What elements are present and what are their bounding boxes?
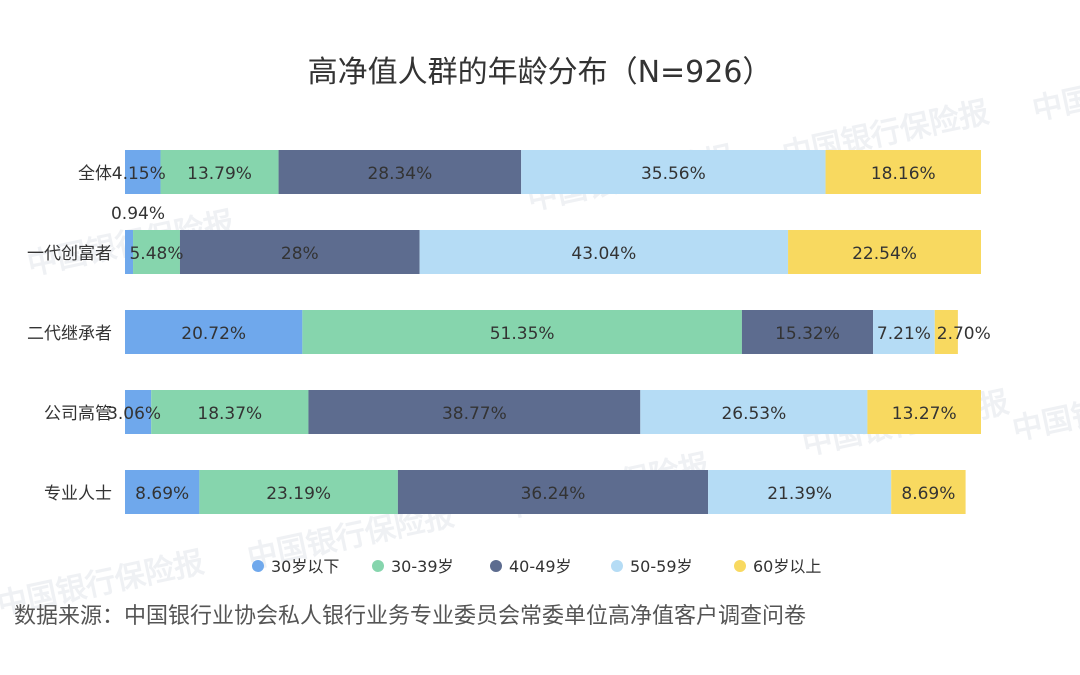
bar-segment — [179, 230, 420, 274]
chart-title: 高净值人群的年龄分布（N=926） — [308, 55, 773, 90]
bar-segment — [160, 150, 279, 194]
legend-swatch — [734, 560, 746, 572]
data-label: 13.27% — [892, 404, 957, 424]
legend-swatch — [372, 560, 384, 572]
bar-segment — [278, 150, 522, 194]
bar-segment — [125, 470, 200, 514]
data-label: 23.19% — [266, 484, 331, 504]
bar-segment — [640, 390, 868, 434]
category-label: 公司高管 — [44, 404, 112, 424]
legend-swatch — [252, 560, 264, 572]
legend-label: 40-49岁 — [509, 557, 572, 576]
bar-segment — [397, 470, 709, 514]
data-label: 51.35% — [490, 324, 555, 344]
legend: 30岁以下 30-39岁 40-49岁 50-59岁 60岁以上 — [252, 557, 821, 576]
data-label: 28.34% — [367, 164, 432, 184]
data-label: 8.69% — [901, 484, 955, 504]
data-label: 26.53% — [721, 404, 786, 424]
data-labels: 4.15% 13.79% 28.34% 35.56% 18.16% 0.94% 5.48% 2… — [107, 164, 991, 504]
bar-segment — [788, 230, 981, 274]
bar-segment — [308, 390, 641, 434]
bar-segment — [891, 470, 966, 514]
data-label: 35.56% — [641, 164, 706, 184]
legend-label: 60岁以上 — [753, 557, 821, 576]
legend-label: 30-39岁 — [391, 557, 454, 576]
data-label: 18.37% — [197, 404, 262, 424]
data-label: 2.70% — [937, 324, 991, 344]
bar-segment — [302, 310, 742, 354]
bar-segment — [867, 390, 981, 434]
watermark-text: 中国银行保险报 — [1029, 50, 1080, 128]
bars — [125, 150, 981, 514]
data-label: 15.32% — [775, 324, 840, 344]
data-label: 3.06% — [107, 404, 161, 424]
data-label: 38.77% — [442, 404, 507, 424]
data-label: 13.79% — [187, 164, 252, 184]
data-label: 8.69% — [135, 484, 189, 504]
bar-segment — [125, 230, 134, 274]
legend-label: 30岁以下 — [271, 557, 339, 576]
bar-segment — [741, 310, 874, 354]
category-label: 一代创富者 — [27, 244, 112, 264]
source-note: 数据来源：中国银行业协会私人银行业务专业委员会常委单位高净值客户调查问卷 — [14, 604, 807, 629]
legend-label: 50-59岁 — [630, 557, 693, 576]
bar-segment — [521, 150, 826, 194]
bar-segment — [419, 230, 789, 274]
data-label: 21.39% — [767, 484, 832, 504]
data-label: 18.16% — [871, 164, 936, 184]
data-label: 0.94% — [111, 204, 165, 224]
data-label: 20.72% — [181, 324, 246, 344]
category-label: 二代继承者 — [27, 324, 112, 344]
category-label: 专业人士 — [44, 484, 112, 504]
data-label: 7.21% — [877, 324, 931, 344]
bar-segment — [825, 150, 981, 194]
data-label: 28% — [281, 244, 319, 264]
bar-segment — [125, 390, 152, 434]
data-label: 36.24% — [521, 484, 586, 504]
bar-segment — [151, 390, 309, 434]
watermark-text: 中国银行保险报 — [1009, 370, 1080, 448]
bar-segment — [199, 470, 398, 514]
legend-swatch — [490, 560, 502, 572]
category-label: 全体 — [78, 164, 112, 184]
data-label: 22.54% — [852, 244, 917, 264]
legend-swatch — [611, 560, 623, 572]
data-label: 5.48% — [129, 244, 183, 264]
data-label: 4.15% — [112, 164, 166, 184]
bar-segment — [125, 310, 303, 354]
bar-segment — [125, 150, 161, 194]
bar-segment — [133, 230, 180, 274]
data-label: 43.04% — [571, 244, 636, 264]
bar-segment — [873, 310, 935, 354]
bar-segment — [934, 310, 958, 354]
bar-segment — [708, 470, 892, 514]
